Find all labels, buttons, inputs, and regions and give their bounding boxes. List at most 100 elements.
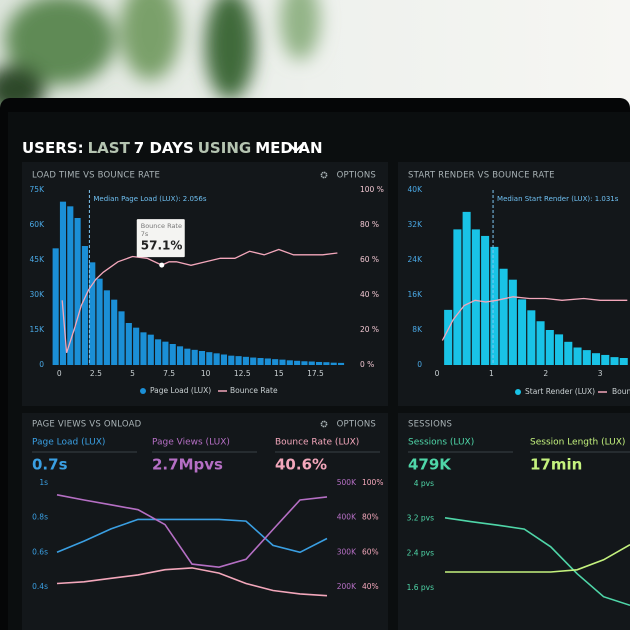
tooltip-box	[136, 219, 185, 258]
title-part: MEDIAN	[255, 139, 322, 157]
metric-value: 2.7Mpvs	[152, 456, 223, 474]
panel	[22, 413, 388, 630]
series-line	[56, 567, 328, 597]
histogram-bar	[330, 362, 337, 365]
y-tick-label: 45K	[30, 255, 46, 264]
panel	[398, 413, 630, 630]
x-tick-label: 1	[489, 369, 494, 378]
series-line	[444, 517, 630, 607]
histogram-bar	[444, 309, 453, 365]
x-tick-label: 0	[435, 369, 440, 378]
x-tick-label: 10	[201, 369, 211, 378]
histogram-bar	[279, 359, 286, 365]
histogram-bar	[527, 310, 536, 365]
histogram-bar	[286, 360, 293, 365]
title-part: 7 DAYS	[134, 139, 194, 157]
page-title: USERS: LAST 7 DAYS USING MEDIAN	[22, 139, 323, 157]
histogram-bar	[573, 347, 582, 365]
y-tick-label: 300K	[337, 547, 357, 556]
title-part: LAST	[88, 139, 131, 157]
histogram-bar	[213, 353, 220, 365]
histogram-bar	[220, 354, 228, 365]
histogram-bar	[52, 248, 59, 365]
bounce-rate-line	[61, 248, 338, 354]
series-line	[445, 544, 630, 573]
histogram-bar	[206, 352, 213, 365]
options-icon[interactable]	[320, 420, 328, 428]
y-tick-label: 400K	[337, 513, 357, 522]
y-tick-label: 500K	[337, 478, 357, 487]
y-tick-label: 4 pvs	[414, 479, 434, 488]
y-tick-label: 80%	[362, 513, 379, 522]
histogram-bar	[308, 361, 315, 365]
y-tick-label: 0	[39, 360, 44, 369]
metric-value: 40.6%	[275, 456, 327, 474]
histogram-bar	[582, 350, 591, 365]
histogram-bar	[294, 360, 301, 365]
metric-label: Bounce Rate (LUX)	[275, 438, 359, 448]
metric-value: 479K	[408, 456, 452, 474]
y-tick-label: 100%	[362, 478, 383, 487]
histogram-bar	[118, 311, 125, 365]
histogram-bar	[184, 348, 191, 365]
y-tick-label: 24K	[408, 255, 424, 264]
histogram-bar	[125, 323, 132, 365]
x-tick-label: 15	[274, 369, 284, 378]
y-tick-label: 60%	[362, 547, 379, 556]
panel-title: SESSIONS	[408, 420, 452, 430]
y-tick-label: 80 %	[360, 220, 379, 229]
histogram-bar	[555, 334, 564, 365]
panel-title: PAGE VIEWS VS ONLOAD	[32, 420, 142, 430]
y-tick-label: 32K	[408, 220, 424, 229]
histogram-bar	[601, 354, 610, 365]
tooltip-title: Bounce Rate	[141, 222, 182, 230]
panel-title: LOAD TIME VS BOUNCE RATE	[32, 171, 160, 181]
histogram-bar	[592, 353, 601, 365]
legend-marker	[140, 388, 146, 394]
y-tick-label: 16K	[408, 290, 424, 299]
histogram-bar	[619, 358, 628, 365]
tooltip-point	[159, 262, 165, 268]
histogram-bar	[481, 235, 490, 365]
metric-label: Session Length (LUX)	[530, 438, 625, 448]
x-tick-label: 3	[598, 369, 603, 378]
y-tick-label: 100 %	[360, 185, 384, 194]
histogram-bar	[228, 355, 235, 365]
histogram-bar	[111, 299, 118, 365]
legend-marker	[515, 389, 521, 395]
histogram-bar	[147, 334, 154, 365]
histogram-bar	[610, 357, 619, 365]
y-tick-label: 40 %	[360, 290, 379, 299]
histogram-bar	[301, 361, 308, 365]
histogram-bar	[103, 290, 110, 365]
x-tick-label: 7.5	[163, 369, 175, 378]
y-tick-label: 30K	[30, 290, 46, 299]
y-tick-label: 60K	[30, 220, 46, 229]
options-icon[interactable]	[320, 171, 328, 179]
histogram-bar	[499, 268, 508, 365]
metric-value: 17min	[530, 456, 582, 474]
legend-label: Start Render (LUX)	[525, 387, 595, 396]
legend-label: Bounce Rate	[612, 387, 630, 396]
histogram-bar	[453, 229, 462, 365]
options-button[interactable]: OPTIONS	[337, 420, 376, 430]
histogram-bar	[169, 344, 176, 365]
dropdown-chevron[interactable]	[288, 143, 304, 153]
x-tick-label: 5	[130, 369, 135, 378]
histogram-bar	[337, 362, 345, 365]
histogram-bar	[272, 359, 279, 365]
metric-label: Page Views (LUX)	[152, 438, 230, 448]
panel-title: START RENDER VS BOUNCE RATE	[408, 171, 555, 181]
histogram-bar	[518, 299, 527, 365]
y-tick-label: 0.4s	[32, 582, 48, 591]
y-tick-label: 200K	[337, 582, 357, 591]
histogram-bar	[198, 351, 206, 365]
x-tick-label: 2.5	[90, 369, 102, 378]
histogram-bar	[176, 346, 184, 365]
legend-label: Bounce Rate	[230, 386, 278, 395]
y-tick-label: 8K	[412, 325, 423, 334]
options-button[interactable]: OPTIONS	[337, 171, 376, 181]
histogram-bar	[508, 279, 517, 365]
histogram-bar	[140, 332, 147, 365]
